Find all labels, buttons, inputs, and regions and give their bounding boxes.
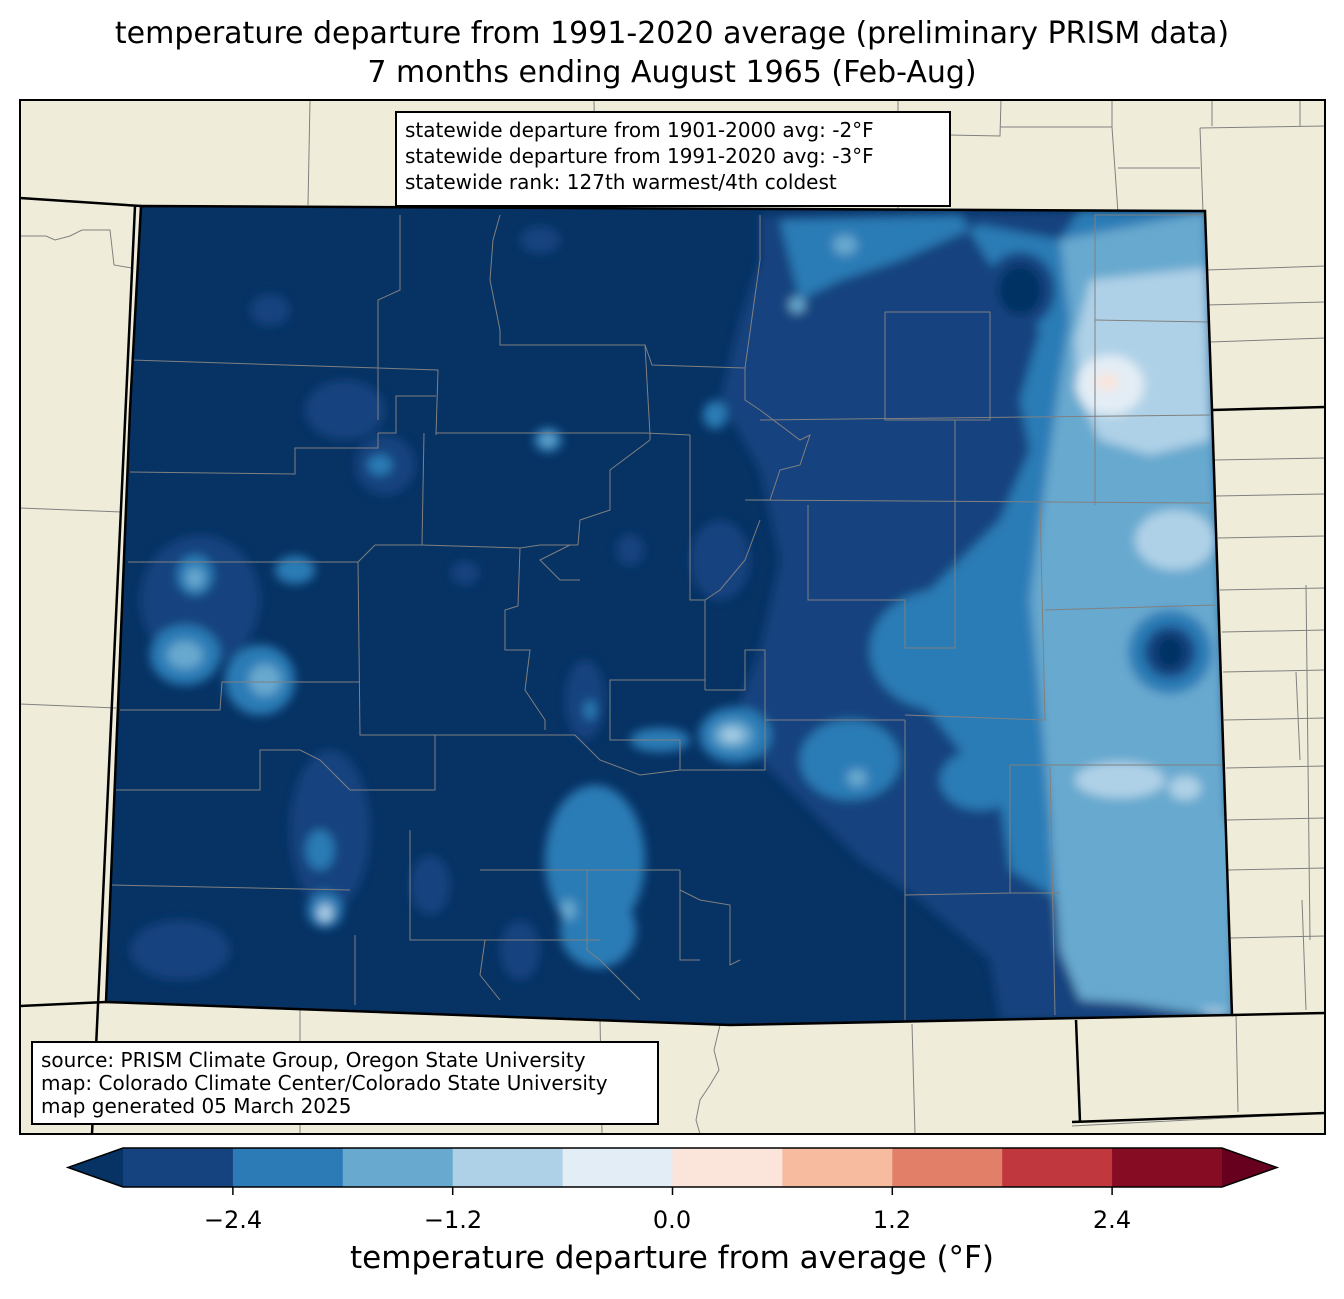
colorbar-label: temperature departure from average (°F): [350, 1240, 994, 1276]
colorbar-bin: [562, 1148, 673, 1187]
colorbar-bin: [1112, 1148, 1223, 1187]
source-box: source: PRISM Climate Group, Oregon Stat…: [31, 1041, 659, 1125]
state-borders: [20, 196, 1325, 1134]
county-lines: [111, 214, 1230, 1020]
map-frame: [19, 99, 1326, 1135]
temperature-anomaly-field: [106, 206, 1232, 1025]
colorbar-bin: [342, 1148, 454, 1187]
colorbar-over-arrow: [1222, 1148, 1277, 1187]
source-line: source: PRISM Climate Group, Oregon Stat…: [41, 1048, 586, 1072]
colorbar-tick-label: 0.0: [652, 1206, 692, 1234]
stat-departure-1991-2020: statewide departure from 1991-2020 avg: …: [405, 144, 874, 168]
map-subtitle: 7 months ending August 1965 (Feb-Aug): [367, 55, 977, 90]
colorbar-tick-label: 1.2: [872, 1206, 912, 1234]
statewide-stats-box: statewide departure from 1901-2000 avg: …: [395, 111, 951, 207]
colorbar-bin: [672, 1148, 783, 1187]
colorbar: [65, 1147, 1280, 1195]
colorbar-outline: [65, 1147, 1280, 1188]
colorbar-bin: [892, 1148, 1003, 1187]
stat-rank: statewide rank: 127th warmest/4th coldes…: [405, 170, 837, 194]
colorbar-bin: [232, 1148, 344, 1187]
map-title: temperature departure from 1991-2020 ave…: [114, 16, 1230, 51]
colorbar-tick-label: 2.4: [1092, 1206, 1132, 1234]
colorbar-tick-label: −1.2: [423, 1206, 483, 1234]
colorbar-bin: [123, 1148, 234, 1187]
generated-date-line: map generated 05 March 2025: [41, 1094, 352, 1118]
colorbar-bin: [782, 1148, 893, 1187]
colorbar-under-arrow: [68, 1148, 123, 1187]
colorbar-bin: [1002, 1148, 1113, 1187]
colorbar-bin: [452, 1148, 564, 1187]
colorbar-tick-label: −2.4: [203, 1206, 263, 1234]
map-credit-line: map: Colorado Climate Center/Colorado St…: [41, 1071, 608, 1095]
stat-departure-1901-2000: statewide departure from 1901-2000 avg: …: [405, 118, 874, 142]
